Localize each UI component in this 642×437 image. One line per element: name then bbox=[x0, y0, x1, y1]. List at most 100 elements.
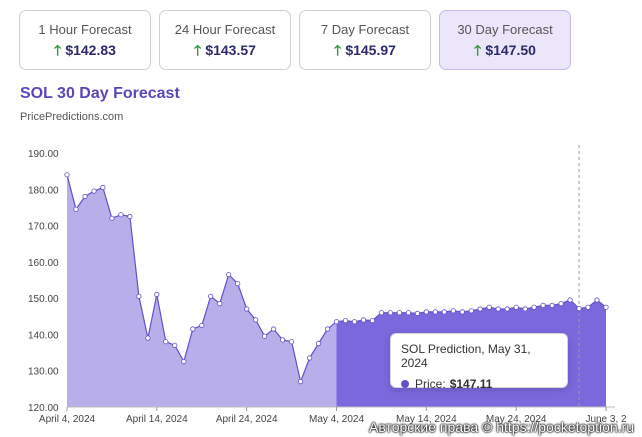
data-point bbox=[594, 297, 600, 303]
y-tick-label: 180.00 bbox=[28, 185, 59, 196]
x-tick-label: May 4, 2024 bbox=[309, 414, 364, 425]
data-point bbox=[109, 215, 115, 221]
chart-tooltip: SOL Prediction, May 31, 2024 Price: $147… bbox=[390, 333, 568, 391]
data-point bbox=[486, 304, 492, 310]
x-tick-label: April 4, 2024 bbox=[39, 414, 96, 425]
tooltip-price-value: $147.11 bbox=[449, 377, 493, 391]
x-tick-label: June 3, 2 bbox=[585, 414, 627, 425]
data-point bbox=[73, 206, 79, 212]
data-point bbox=[459, 309, 465, 315]
data-point bbox=[91, 188, 97, 194]
data-point bbox=[288, 339, 295, 345]
data-point bbox=[127, 213, 133, 220]
y-tick-label: 150.00 bbox=[28, 294, 59, 305]
x-tick-label: May 14, 2024 bbox=[396, 414, 457, 425]
forecast-card-1h[interactable]: 1 Hour Forecast 🡑 $142.83 bbox=[19, 10, 151, 70]
data-point bbox=[558, 300, 564, 307]
y-tick-label: 140.00 bbox=[28, 330, 59, 341]
forecast-card-value: $147.50 bbox=[485, 42, 536, 58]
y-tick-label: 120.00 bbox=[28, 403, 59, 414]
forecast-card-7d[interactable]: 7 Day Forecast 🡑 $145.97 bbox=[299, 10, 431, 70]
data-point bbox=[504, 306, 510, 312]
forecast-card-value: $145.97 bbox=[345, 42, 396, 58]
data-point bbox=[333, 319, 340, 325]
data-point bbox=[136, 293, 142, 299]
data-point bbox=[279, 337, 286, 343]
y-tick-label: 160.00 bbox=[28, 258, 59, 269]
data-point bbox=[522, 306, 528, 312]
data-point bbox=[64, 172, 70, 178]
forecast-card-24h[interactable]: 24 Hour Forecast 🡑 $143.57 bbox=[159, 10, 291, 70]
data-point bbox=[270, 326, 277, 332]
data-point bbox=[82, 193, 88, 200]
data-point bbox=[603, 304, 609, 310]
data-point bbox=[369, 317, 375, 324]
data-point bbox=[118, 212, 124, 218]
data-point bbox=[342, 317, 349, 324]
data-point bbox=[396, 310, 402, 316]
forecast-card-label: 1 Hour Forecast bbox=[38, 22, 132, 37]
tooltip-title: SOL Prediction, May 31, 2024 bbox=[401, 342, 531, 370]
data-point bbox=[190, 326, 196, 332]
data-point bbox=[297, 378, 304, 385]
series-dot-icon bbox=[401, 380, 409, 388]
data-point bbox=[387, 310, 393, 316]
data-point bbox=[540, 302, 546, 308]
chart-title: SOL 30 Day Forecast bbox=[20, 85, 180, 102]
data-point bbox=[495, 306, 501, 312]
data-point bbox=[261, 333, 268, 339]
forecast-card-label: 30 Day Forecast bbox=[457, 22, 553, 37]
watermark: Авторские права © https://pocketoption.r… bbox=[369, 419, 634, 435]
forecast-card-label: 24 Hour Forecast bbox=[174, 22, 276, 37]
forecast-card-value: $143.57 bbox=[205, 42, 256, 58]
forecast-card-label: 7 Day Forecast bbox=[320, 22, 410, 37]
data-point bbox=[324, 326, 331, 332]
data-point bbox=[315, 340, 322, 347]
data-point bbox=[468, 308, 474, 314]
x-tick-label: April 14, 2024 bbox=[126, 414, 188, 425]
data-point bbox=[414, 310, 420, 316]
data-point bbox=[513, 304, 519, 310]
y-tick-label: 190.00 bbox=[28, 149, 59, 160]
data-point bbox=[585, 304, 591, 310]
data-point bbox=[208, 293, 214, 299]
data-point bbox=[244, 306, 250, 312]
data-point bbox=[253, 317, 259, 323]
data-point bbox=[172, 342, 178, 348]
data-point bbox=[477, 306, 483, 312]
y-tick-label: 170.00 bbox=[28, 222, 59, 233]
data-point bbox=[450, 308, 456, 314]
chart-source: PricePredictions.com bbox=[20, 111, 124, 123]
arrow-up-icon: 🡑 bbox=[194, 42, 202, 58]
data-point bbox=[360, 317, 367, 323]
data-point bbox=[226, 271, 232, 278]
data-point bbox=[217, 300, 223, 307]
data-point bbox=[549, 302, 555, 308]
y-tick-label: 130.00 bbox=[28, 367, 59, 378]
arrow-up-icon: 🡑 bbox=[474, 42, 482, 58]
x-tick-label: April 24, 2024 bbox=[216, 414, 278, 425]
data-point bbox=[154, 291, 160, 298]
data-point bbox=[145, 335, 151, 341]
data-point bbox=[405, 310, 411, 316]
data-point bbox=[306, 355, 313, 361]
tooltip-price-label: Price: bbox=[415, 377, 446, 391]
data-point bbox=[423, 309, 429, 315]
data-point bbox=[567, 297, 573, 303]
data-point bbox=[199, 322, 205, 328]
data-point bbox=[100, 184, 106, 191]
forecast-card-value: $142.83 bbox=[65, 42, 116, 58]
data-point bbox=[441, 309, 447, 315]
data-point bbox=[351, 319, 358, 325]
data-point bbox=[531, 304, 537, 310]
data-point bbox=[235, 280, 241, 287]
data-point bbox=[378, 310, 384, 316]
arrow-up-icon: 🡑 bbox=[334, 42, 342, 58]
forecast-card-30d[interactable]: 30 Day Forecast 🡑 $147.50 bbox=[439, 10, 571, 70]
data-point bbox=[181, 358, 187, 365]
x-tick-label: May 24, 2024 bbox=[486, 414, 547, 425]
history-area bbox=[67, 174, 337, 407]
data-point bbox=[163, 339, 169, 345]
data-point bbox=[432, 309, 438, 315]
data-point bbox=[576, 305, 582, 312]
